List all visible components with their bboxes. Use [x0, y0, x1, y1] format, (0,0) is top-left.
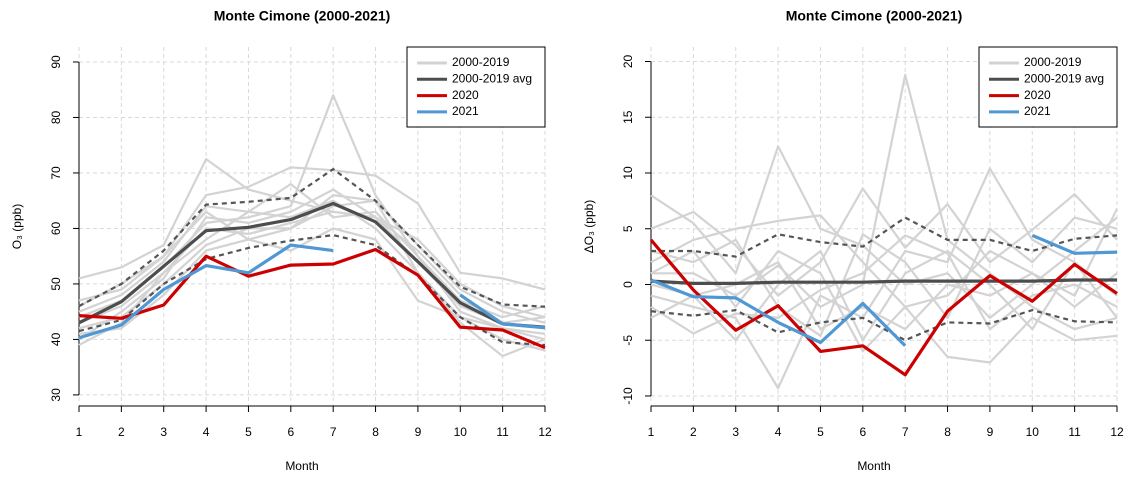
x-tick-label: 7: [330, 425, 337, 439]
x-tick-label: 3: [160, 425, 167, 439]
y-tick-label: 60: [49, 221, 63, 235]
x-tick-label: 10: [454, 425, 468, 439]
y-tick-label: 5: [621, 225, 635, 232]
x-tick-label: 1: [648, 425, 655, 439]
legend-label: 2021: [452, 104, 479, 118]
series-line: [78, 243, 546, 340]
series-line: [650, 167, 1118, 390]
x-tick-label: 7: [902, 425, 909, 439]
x-tick-label: 6: [287, 425, 294, 439]
x-tick-label: 11: [496, 425, 509, 439]
x-tick-label: 9: [415, 425, 422, 439]
chart-title: Monte Cimone (2000-2021): [214, 8, 391, 24]
series-line: [650, 278, 1117, 285]
legend-label: 2000-2019 avg: [1024, 71, 1104, 85]
y-tick-label: 15: [621, 110, 635, 124]
x-tick-label: 2: [118, 425, 125, 439]
legend-box: [406, 46, 546, 128]
series-line: [650, 216, 1118, 337]
x-tick-label: 4: [775, 425, 782, 439]
x-tick-label: 12: [538, 425, 552, 439]
series-line: [650, 249, 1118, 342]
x-tick-label: 6: [859, 425, 866, 439]
x-tick-label: 5: [245, 425, 252, 439]
y-tick-label: 90: [49, 55, 63, 69]
y-tick-label: 80: [49, 110, 63, 124]
legend-label: 2020: [452, 88, 479, 102]
legend-label: 2021: [1024, 104, 1051, 118]
series-line: [650, 214, 1118, 364]
dashed-line: [650, 308, 1118, 342]
series-line: [78, 247, 546, 350]
legend-box: [978, 46, 1118, 128]
x-tick-label: 8: [372, 425, 379, 439]
series-line: [650, 261, 1118, 331]
x-tick-label: 5: [817, 425, 824, 439]
series-line: [78, 183, 546, 319]
x-tick-label: 4: [203, 425, 210, 439]
series-line: [78, 158, 546, 319]
chart-title: Monte Cimone (2000-2021): [786, 8, 963, 24]
y-axis-label: O₃ (ppb): [10, 204, 24, 250]
dashed-line: [651, 216, 1118, 258]
series-line: [649, 238, 1118, 377]
x-tick-label: 10: [1026, 425, 1040, 439]
x-tick-label: 12: [1110, 425, 1124, 439]
legend-label: 2020: [1024, 88, 1051, 102]
y-tick-label: 20: [621, 54, 635, 68]
x-tick-label: 9: [987, 425, 994, 439]
series-line: [78, 199, 546, 346]
series-line: [78, 199, 546, 324]
y-tick-label: -10: [621, 387, 635, 405]
y-tick-label: 10: [621, 166, 635, 180]
x-tick-label: 8: [944, 425, 951, 439]
series-line: [78, 201, 546, 329]
legend-label: 2000-2019: [452, 55, 510, 69]
y-tick-label: 40: [49, 332, 63, 346]
y-tick-label: 70: [49, 166, 63, 180]
y-tick-label: 0: [621, 281, 635, 288]
x-tick-label: 3: [732, 425, 739, 439]
legend-label: 2000-2019 avg: [452, 71, 532, 85]
x-tick-label: 11: [1068, 425, 1081, 439]
series-line: [650, 187, 1118, 297]
x-tick-label: 1: [76, 425, 83, 439]
series-line: [650, 233, 1118, 347]
series-line: [651, 73, 1118, 331]
dashed-line: [78, 167, 546, 308]
y-tick-label: 50: [49, 277, 63, 291]
y-tick-label: -5: [621, 335, 635, 346]
x-axis-label: Month: [285, 459, 318, 473]
y-tick-label: 30: [49, 388, 63, 402]
x-axis-label: Month: [857, 459, 890, 473]
x-tick-label: 2: [690, 425, 697, 439]
y-axis-label: ΔO₃ (ppb): [582, 200, 596, 254]
legend-label: 2000-2019: [1024, 55, 1082, 69]
dashed-line: [78, 233, 546, 347]
